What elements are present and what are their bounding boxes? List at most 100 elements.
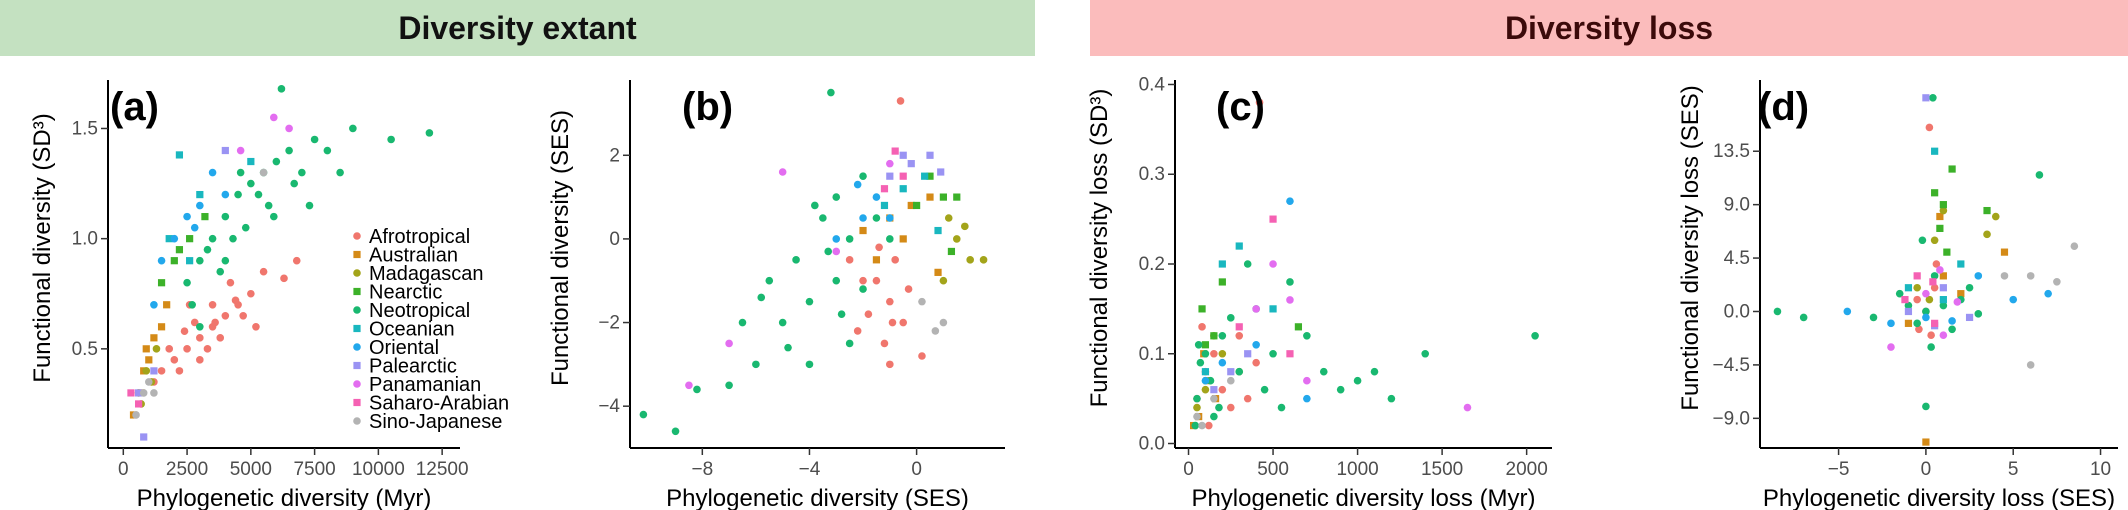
panel-c-point	[1243, 260, 1252, 268]
panel-a-point	[142, 345, 150, 353]
panel-a-point	[241, 223, 250, 232]
panel-b-point	[939, 276, 948, 285]
panel-d-point	[1925, 295, 1934, 304]
panel-d-point	[1925, 123, 1934, 132]
panel-d-point	[1948, 325, 1956, 334]
legend-marker	[353, 250, 361, 259]
panel-c-point	[1218, 260, 1226, 268]
panel-b-point	[811, 201, 819, 210]
panel-b-point	[921, 172, 929, 180]
panel-c-point	[1303, 394, 1311, 403]
panel-a-point	[264, 201, 273, 210]
panel-d-x-tick-label: 10	[2090, 459, 2111, 480]
panel-d-point	[1922, 94, 1930, 102]
panel-a-point	[221, 190, 230, 199]
panel-b-y-tick-label: 0	[609, 229, 620, 250]
panel-c-point	[1294, 323, 1303, 331]
panel-b-point	[784, 343, 792, 352]
panel-b-point	[904, 285, 913, 293]
panel-b-point	[824, 247, 833, 256]
panel-c-x-tick-label: 1500	[1421, 459, 1463, 480]
panel-a-point	[196, 190, 204, 199]
panel-c-x-tick-label: 0	[1183, 459, 1194, 480]
panel-a-point	[188, 300, 196, 309]
panel-b-point	[725, 339, 733, 348]
panel-c-point	[1252, 358, 1260, 367]
panel-a-point	[221, 256, 230, 265]
panel-a-point	[216, 267, 225, 276]
panel-c-point	[1286, 197, 1294, 205]
panel-d-point	[1939, 284, 1947, 292]
panel-b-point	[886, 214, 894, 222]
panel-d-point	[1931, 319, 1939, 327]
panel-c-point	[1387, 394, 1396, 403]
panel-c-point	[1218, 349, 1227, 358]
panel-a-x-tick-label: 7500	[293, 459, 335, 480]
panel-b-point	[888, 318, 897, 327]
panel-c-y-tick-label: 0.0	[1139, 434, 1165, 455]
panel-b-point	[926, 151, 934, 159]
panel-d-point	[1939, 331, 1948, 340]
panel-b-point	[886, 360, 894, 369]
panel-d-point	[1957, 260, 1965, 268]
panel-b-point	[907, 201, 915, 210]
panel-c-point	[1226, 403, 1235, 412]
panel-a-point	[236, 146, 245, 155]
panel-d-point	[2035, 171, 2044, 179]
panel-a-point	[145, 356, 153, 364]
panel-a-point	[186, 257, 194, 265]
panel-b-point	[845, 235, 854, 243]
panel-b-point	[805, 297, 814, 306]
panel-d-point	[1939, 201, 1947, 209]
panel-a-point	[165, 235, 173, 243]
panel-d-point	[1918, 236, 1927, 245]
panel-a-point	[252, 323, 260, 331]
panel-b-point	[853, 180, 862, 189]
legend-marker	[353, 417, 361, 425]
panel-a-point	[290, 179, 299, 188]
panel-c-point	[1319, 367, 1328, 376]
legend-label: Sino-Japanese	[369, 411, 502, 433]
panel-a-point	[196, 334, 204, 342]
panel-c-point	[1269, 349, 1277, 358]
panel-c-point	[1370, 367, 1379, 376]
panel-b-point	[944, 214, 953, 222]
panel-b-y-tick-label: 2	[609, 145, 620, 166]
panel-d-label: (d)	[1758, 85, 1809, 129]
panel-c-point	[1201, 385, 1210, 394]
panel-d-point	[1922, 307, 1930, 316]
panel-b-point	[913, 201, 921, 210]
panel-a-point	[183, 345, 191, 353]
panel-b-point	[899, 318, 908, 327]
panel-d-point	[1939, 272, 1947, 280]
panel-d-point	[1931, 147, 1939, 155]
panel-a-point	[175, 151, 184, 159]
panel-d-point	[1922, 402, 1930, 411]
panel-a-point	[190, 223, 199, 232]
panel-a-point	[150, 334, 158, 342]
panel-b-point	[832, 235, 841, 243]
panel-d-point	[1936, 266, 1944, 274]
panel-c-point	[1218, 385, 1227, 394]
panel-d-point	[1930, 236, 1939, 245]
panel-d-point	[1922, 438, 1930, 446]
panel-a-y-tick-label: 0.5	[72, 339, 98, 360]
panel-c-point	[1235, 332, 1244, 340]
panel-d-point	[1913, 283, 1921, 292]
panel-c-point	[1252, 305, 1260, 313]
panel-a-point	[196, 323, 204, 331]
panel-b-y-tick-label: −2	[598, 313, 620, 334]
legend-marker	[353, 287, 361, 296]
panel-d-point	[1929, 278, 1937, 286]
panel-d-point	[1936, 212, 1944, 221]
panel-d-point	[1930, 272, 1939, 280]
panel-d-point	[1939, 206, 1948, 215]
panel-c-x-tick-label: 500	[1257, 459, 1289, 480]
panel-d-y-tick-label: −9.0	[1712, 408, 1750, 429]
panel-a-x-tick-label: 2500	[166, 459, 208, 480]
panel-a-point	[135, 400, 143, 408]
panel-c-point	[1227, 368, 1235, 376]
panel-a-point	[323, 146, 332, 155]
panel-a-point	[170, 257, 178, 265]
panel-d-point	[1915, 325, 1923, 334]
